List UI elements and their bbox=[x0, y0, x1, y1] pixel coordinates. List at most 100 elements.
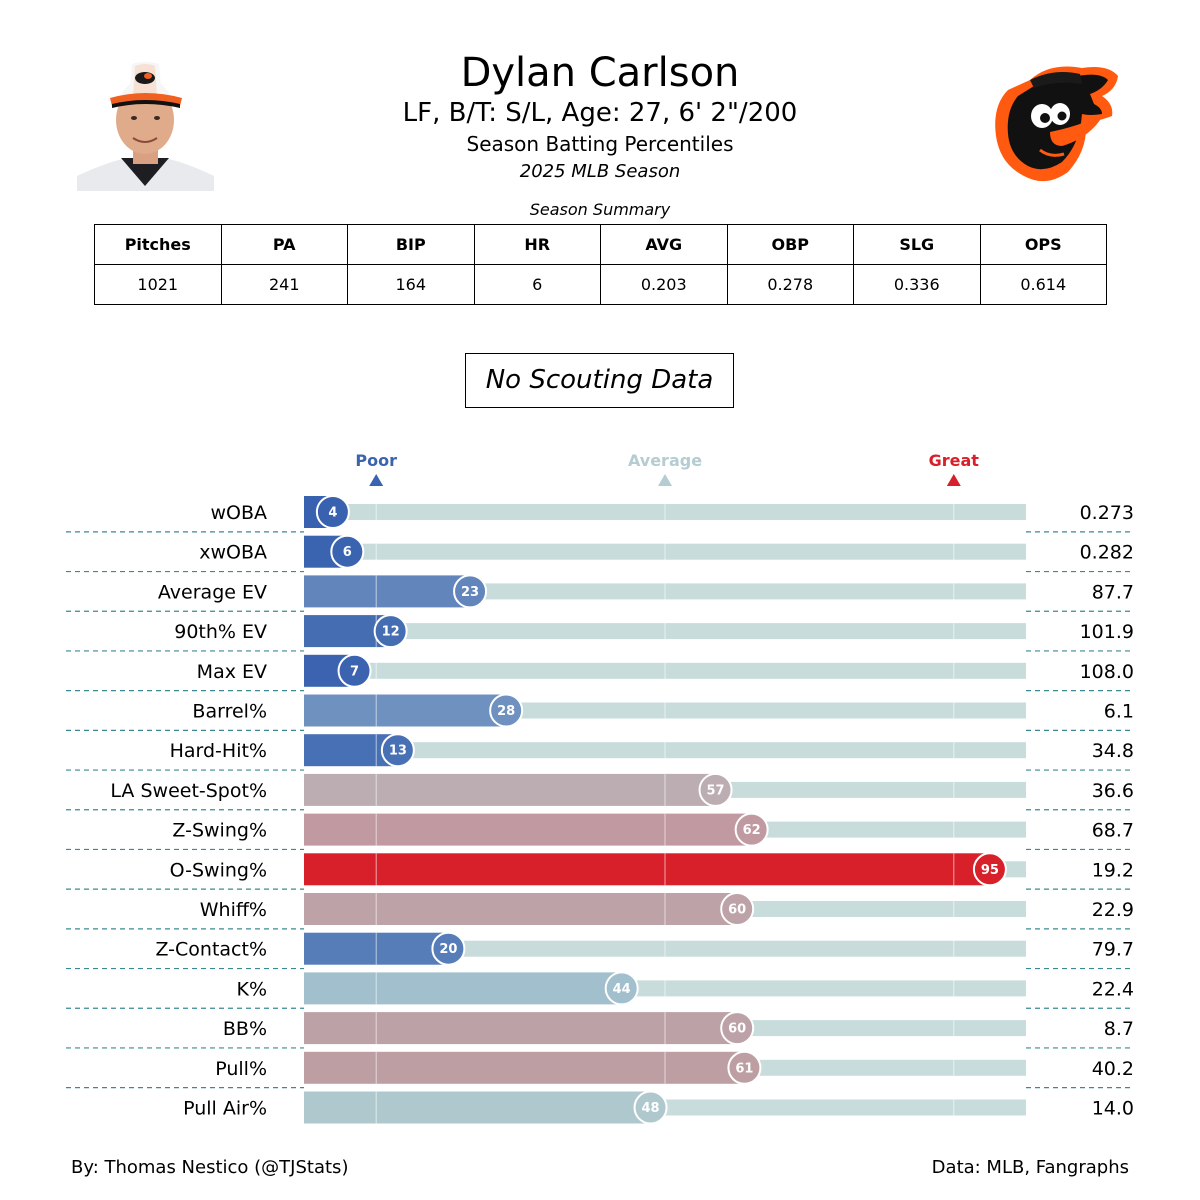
season-summary-table: Pitches PA BIP HR AVG OBP SLG OPS 1021 2… bbox=[94, 224, 1107, 305]
percentile-dot-z-swing bbox=[734, 812, 769, 847]
percentile-dot-k bbox=[604, 971, 639, 1006]
metric-value-z-swing: 68.7 bbox=[1092, 820, 1134, 842]
header-ops: OPS bbox=[979, 224, 1107, 265]
percentile-dot-xwoba bbox=[330, 534, 365, 569]
metric-value-hard-hit: 34.8 bbox=[1092, 740, 1134, 762]
percentile-dot-average-ev bbox=[453, 574, 488, 609]
percentile-dot-la-sweet-spot bbox=[698, 772, 733, 807]
metric-label-max-ev: Max EV bbox=[197, 661, 267, 683]
value-ops: 0.614 bbox=[979, 264, 1107, 305]
metric-value-barrel: 6.1 bbox=[1104, 701, 1134, 723]
metric-label-woba: wOBA bbox=[210, 502, 267, 524]
percentile-label-barrel: 28 bbox=[497, 704, 515, 719]
marker-triangle-great bbox=[946, 474, 961, 486]
metric-label-pull: Pull% bbox=[215, 1058, 267, 1080]
bar-o-swing bbox=[304, 853, 990, 886]
percentile-label-90th-ev: 12 bbox=[382, 625, 400, 640]
bar-la-sweet-spot bbox=[304, 773, 716, 806]
header-hr: HR bbox=[473, 224, 601, 265]
metric-value-la-sweet-spot: 36.6 bbox=[1092, 780, 1134, 802]
value-pitches: 1021 bbox=[94, 264, 222, 305]
author-credit: By: Thomas Nestico (@TJStats) bbox=[71, 1157, 349, 1178]
percentile-label-z-swing: 62 bbox=[743, 823, 761, 838]
metric-label-z-contact: Z-Contact% bbox=[155, 939, 267, 961]
metric-label-barrel: Barrel% bbox=[192, 701, 267, 723]
marker-triangle-poor bbox=[369, 474, 384, 486]
header-avg: AVG bbox=[600, 224, 728, 265]
value-bip: 164 bbox=[347, 264, 475, 305]
metric-value-z-contact: 79.7 bbox=[1092, 939, 1134, 961]
percentile-label-pull: 61 bbox=[735, 1061, 753, 1076]
metric-label-xwoba: xwOBA bbox=[199, 542, 267, 564]
chart-subtitle: Season Batting Percentiles bbox=[466, 132, 734, 156]
marker-triangle-average bbox=[658, 474, 672, 486]
summary-header-row: Pitches PA BIP HR AVG OBP SLG OPS bbox=[94, 224, 1107, 265]
value-slg: 0.336 bbox=[853, 264, 981, 305]
player-name: Dylan Carlson bbox=[460, 50, 740, 96]
scouting-box: No Scouting Data bbox=[465, 353, 734, 408]
percentile-dot-bb bbox=[720, 1011, 755, 1046]
percentile-dot-z-contact bbox=[431, 931, 466, 966]
header-pa: PA bbox=[220, 224, 348, 265]
value-pa: 241 bbox=[220, 264, 348, 305]
metric-value-k: 22.4 bbox=[1092, 978, 1134, 1000]
data-source-credit: Data: MLB, Fangraphs bbox=[931, 1157, 1129, 1178]
header-obp: OBP bbox=[726, 224, 854, 265]
percentile-dot-pull bbox=[727, 1050, 762, 1085]
metric-label-hard-hit: Hard-Hit% bbox=[170, 740, 267, 762]
player-headshot bbox=[77, 62, 214, 191]
metric-label-k: K% bbox=[236, 978, 267, 1000]
metric-value-bb: 8.7 bbox=[1104, 1018, 1134, 1040]
percentile-label-average-ev: 23 bbox=[461, 585, 479, 600]
percentile-label-xwoba: 6 bbox=[343, 545, 352, 560]
percentile-dot-barrel bbox=[489, 693, 524, 728]
marker-label-great: Great bbox=[929, 451, 980, 470]
bar-average-ev bbox=[304, 575, 471, 608]
bar-z-swing bbox=[304, 813, 752, 846]
metric-label-average-ev: Average EV bbox=[158, 581, 267, 603]
metric-label-la-sweet-spot: LA Sweet-Spot% bbox=[110, 780, 267, 802]
orioles-logo bbox=[995, 66, 1118, 182]
header-slg: SLG bbox=[853, 224, 981, 265]
percentile-dot-o-swing bbox=[972, 852, 1007, 887]
bar-pull-air bbox=[304, 1091, 651, 1124]
metric-value-90th-ev: 101.9 bbox=[1080, 621, 1134, 643]
metric-value-woba: 0.273 bbox=[1080, 502, 1134, 524]
bar-bb bbox=[304, 1012, 738, 1045]
season-label: 2025 MLB Season bbox=[519, 161, 681, 182]
metric-label-z-swing: Z-Swing% bbox=[172, 820, 267, 842]
percentile-label-z-contact: 20 bbox=[439, 942, 457, 957]
metric-value-pull-air: 14.0 bbox=[1092, 1098, 1134, 1120]
summary-title: Season Summary bbox=[529, 200, 671, 219]
percentile-dot-woba bbox=[315, 495, 350, 529]
percentile-label-bb: 60 bbox=[728, 1022, 746, 1037]
metric-label-whiff: Whiff% bbox=[200, 899, 267, 921]
value-avg: 0.203 bbox=[600, 264, 728, 305]
bar-barrel bbox=[304, 694, 507, 727]
percentile-chart: Poor Average Great 4 wOBA 0.273 6 xwOBA 0.282 23 A… bbox=[66, 451, 1134, 1125]
percentile-dot-pull-air bbox=[633, 1090, 668, 1125]
percentile-label-max-ev: 7 bbox=[350, 664, 359, 679]
metric-value-average-ev: 87.7 bbox=[1092, 581, 1134, 603]
percentile-dot-90th-ev bbox=[373, 614, 408, 649]
metric-value-max-ev: 108.0 bbox=[1080, 661, 1134, 683]
metric-label-o-swing: O-Swing% bbox=[170, 859, 267, 881]
percentile-label-woba: 4 bbox=[328, 506, 337, 521]
marker-label-poor: Poor bbox=[355, 451, 397, 470]
bar-pull bbox=[304, 1051, 745, 1084]
percentile-dot-max-ev bbox=[337, 653, 372, 688]
metric-value-xwoba: 0.282 bbox=[1080, 542, 1134, 564]
header-pitches: Pitches bbox=[94, 224, 222, 265]
value-hr: 6 bbox=[473, 264, 601, 305]
percentile-label-whiff: 60 bbox=[728, 903, 746, 918]
percentile-label-la-sweet-spot: 57 bbox=[706, 783, 724, 798]
percentile-label-k: 44 bbox=[613, 982, 631, 997]
percentile-dot-whiff bbox=[720, 892, 755, 926]
metric-value-whiff: 22.9 bbox=[1092, 899, 1134, 921]
bar-k bbox=[304, 972, 622, 1005]
percentile-label-pull-air: 48 bbox=[642, 1101, 660, 1116]
summary-value-row: 1021 241 164 6 0.203 0.278 0.336 0.614 bbox=[94, 264, 1107, 305]
percentile-dot-hard-hit bbox=[380, 733, 415, 768]
metric-label-pull-air: Pull Air% bbox=[183, 1098, 267, 1120]
marker-label-average: Average bbox=[628, 451, 702, 470]
